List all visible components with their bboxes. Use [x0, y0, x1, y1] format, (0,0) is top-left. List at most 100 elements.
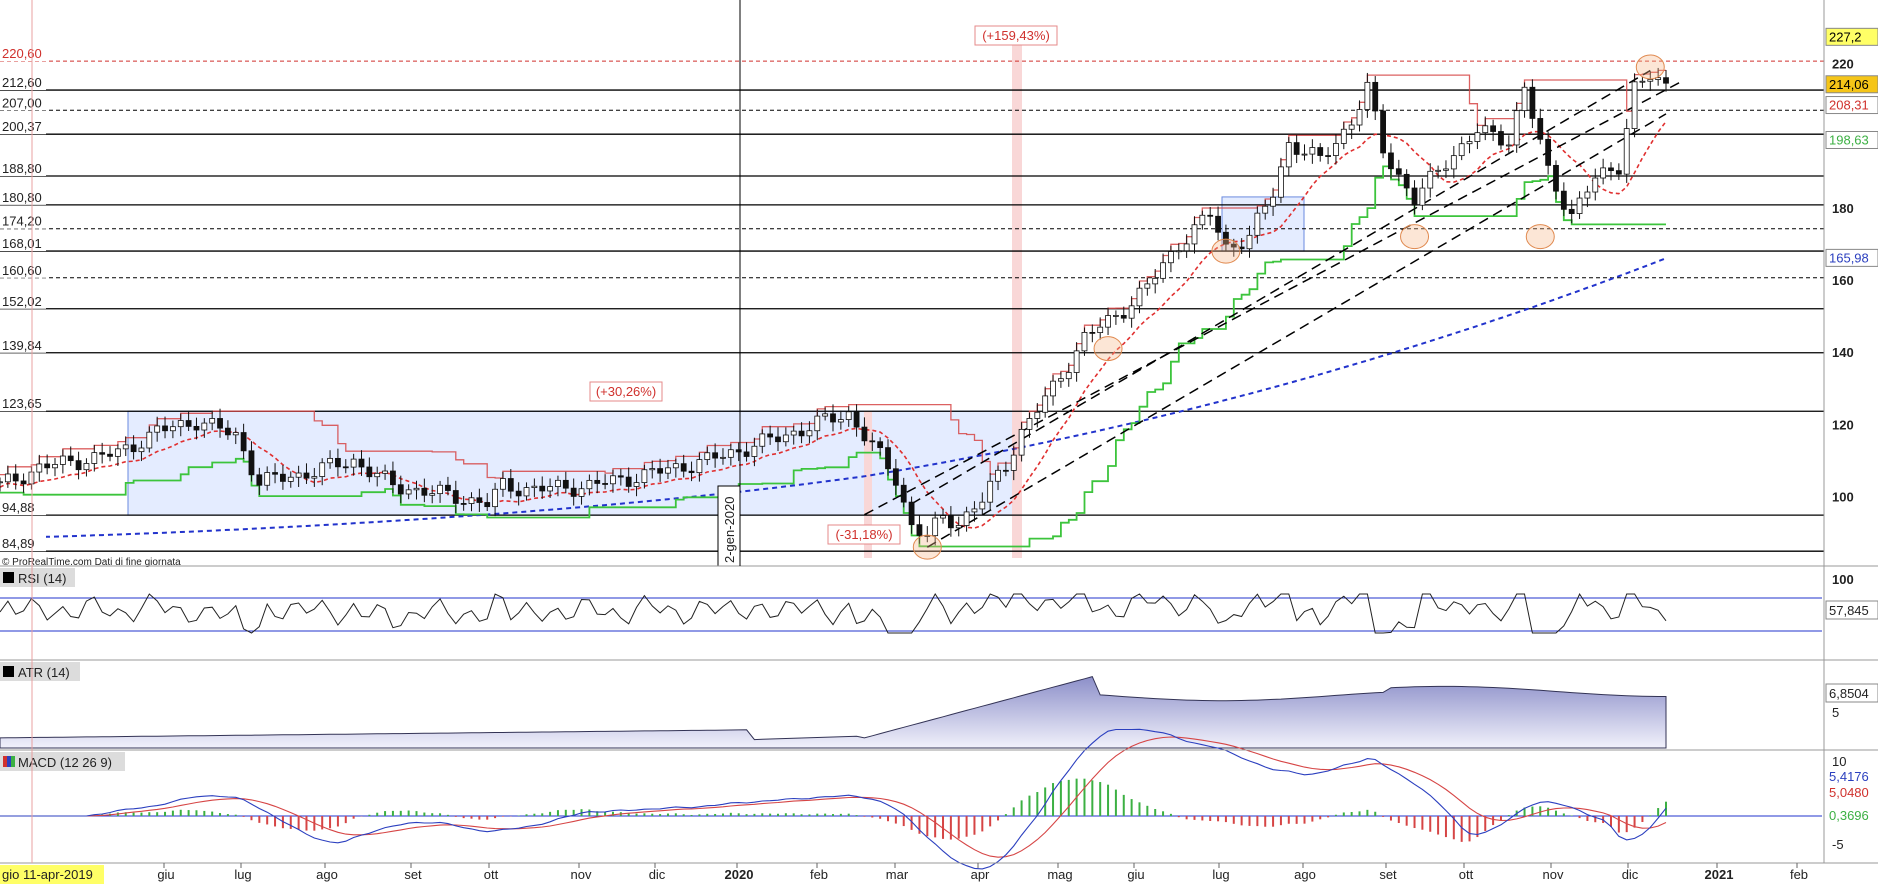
candle	[280, 473, 286, 482]
candle	[657, 468, 664, 474]
macd-bar	[549, 811, 552, 816]
macd-bar	[211, 811, 214, 816]
macd-bar	[187, 810, 190, 816]
macd-bar	[745, 814, 748, 816]
candle	[83, 463, 90, 471]
macd-bar	[894, 816, 897, 824]
candle	[1254, 212, 1261, 236]
candle	[1183, 243, 1190, 252]
macd-bar	[1020, 800, 1023, 816]
ma-long-line	[0, 257, 1667, 540]
candle	[1474, 132, 1481, 142]
macd-tag-line: 5,4176	[1829, 769, 1869, 784]
candle	[1435, 169, 1442, 172]
macd-bar	[981, 816, 984, 832]
macd-bar	[714, 813, 717, 816]
macd-bar	[1295, 816, 1298, 824]
level-label-bg-2	[0, 94, 46, 111]
macd-bar	[1633, 816, 1636, 828]
macd-bar	[258, 816, 261, 823]
right-tag-bg-0	[1825, 27, 1878, 46]
atr-area	[0, 675, 1667, 749]
candle	[963, 511, 970, 526]
macd-bar	[942, 816, 945, 839]
candle	[979, 501, 986, 510]
candle	[845, 411, 852, 420]
right-tag-bg-1	[1825, 75, 1878, 94]
candle	[319, 462, 326, 477]
candle	[130, 444, 137, 453]
rsi-panel: RSI (14) 100 57,845	[0, 568, 1878, 634]
candle	[578, 488, 585, 497]
candle	[1490, 125, 1497, 132]
macd-bar	[792, 813, 795, 816]
candle	[201, 422, 208, 431]
price-y-tick-4: 180	[1832, 201, 1854, 216]
level-label-bg-3	[0, 118, 46, 135]
annotation-loss-text: (-31,18%)	[835, 527, 892, 542]
date-marker: 2-gen-2020	[717, 485, 741, 567]
macd-bar	[1059, 781, 1062, 816]
macd-bar	[769, 813, 772, 816]
macd-bar	[1617, 816, 1620, 833]
candle	[1057, 378, 1064, 382]
candle	[240, 432, 247, 452]
macd-bar	[643, 813, 646, 816]
macd-bar	[1154, 809, 1157, 816]
macd-bar	[195, 810, 198, 816]
macd-bar	[1382, 816, 1385, 817]
candle	[1348, 124, 1355, 130]
price-y-tick-3: 160	[1832, 273, 1854, 288]
candle	[1144, 283, 1151, 289]
candle	[1042, 395, 1049, 413]
macd-bar	[274, 816, 277, 827]
candle	[602, 483, 609, 485]
candle	[1663, 77, 1669, 84]
macd-bar	[839, 813, 842, 816]
macd-bar	[1413, 816, 1416, 829]
candle	[342, 466, 349, 469]
macd-bar	[391, 810, 394, 816]
candle	[900, 484, 907, 503]
candle	[665, 467, 671, 474]
macd-bar	[1397, 816, 1400, 824]
macd-bar	[140, 812, 143, 816]
candle	[256, 474, 263, 486]
macd-bar	[156, 812, 159, 816]
swing-marker-0	[912, 534, 942, 560]
x-label-5: nov	[571, 867, 592, 882]
macd-bar	[824, 813, 827, 816]
candle	[224, 427, 231, 436]
atr-tick-5: 5	[1832, 705, 1839, 720]
candle	[1388, 152, 1394, 170]
candle	[515, 490, 522, 497]
macd-bar	[1657, 808, 1660, 816]
macd-bar	[808, 814, 811, 816]
macd-bar	[289, 816, 292, 829]
macd-bar	[706, 813, 709, 816]
candle	[594, 479, 601, 484]
macd-bar	[1091, 780, 1094, 816]
candle	[641, 469, 648, 483]
macd-bar	[1429, 816, 1432, 832]
x-axis: giu lug ago set ott nov dic 2020 feb mar apr mag giu…	[157, 863, 1808, 882]
macd-bar	[1507, 815, 1510, 816]
candle	[1340, 128, 1347, 144]
candle	[932, 517, 939, 537]
candle	[272, 472, 278, 475]
candle	[28, 471, 35, 485]
macd-bar	[729, 812, 732, 816]
candle	[1081, 331, 1088, 352]
level-label-13: 84,89	[2, 536, 35, 551]
candle	[696, 459, 703, 474]
macd-bar	[1146, 805, 1149, 816]
macd-bar	[690, 814, 693, 816]
macd-bar	[1554, 810, 1557, 816]
macd-bar	[439, 813, 442, 816]
price-panel: 220,60 212,60 207,00 200,37 188,80 180,80 174,…	[0, 25, 1878, 568]
macd-bar	[1641, 816, 1644, 822]
macd-bar	[1248, 816, 1251, 826]
candle	[1246, 234, 1253, 250]
candle	[1168, 251, 1174, 264]
swing-marker-2	[1211, 238, 1241, 264]
